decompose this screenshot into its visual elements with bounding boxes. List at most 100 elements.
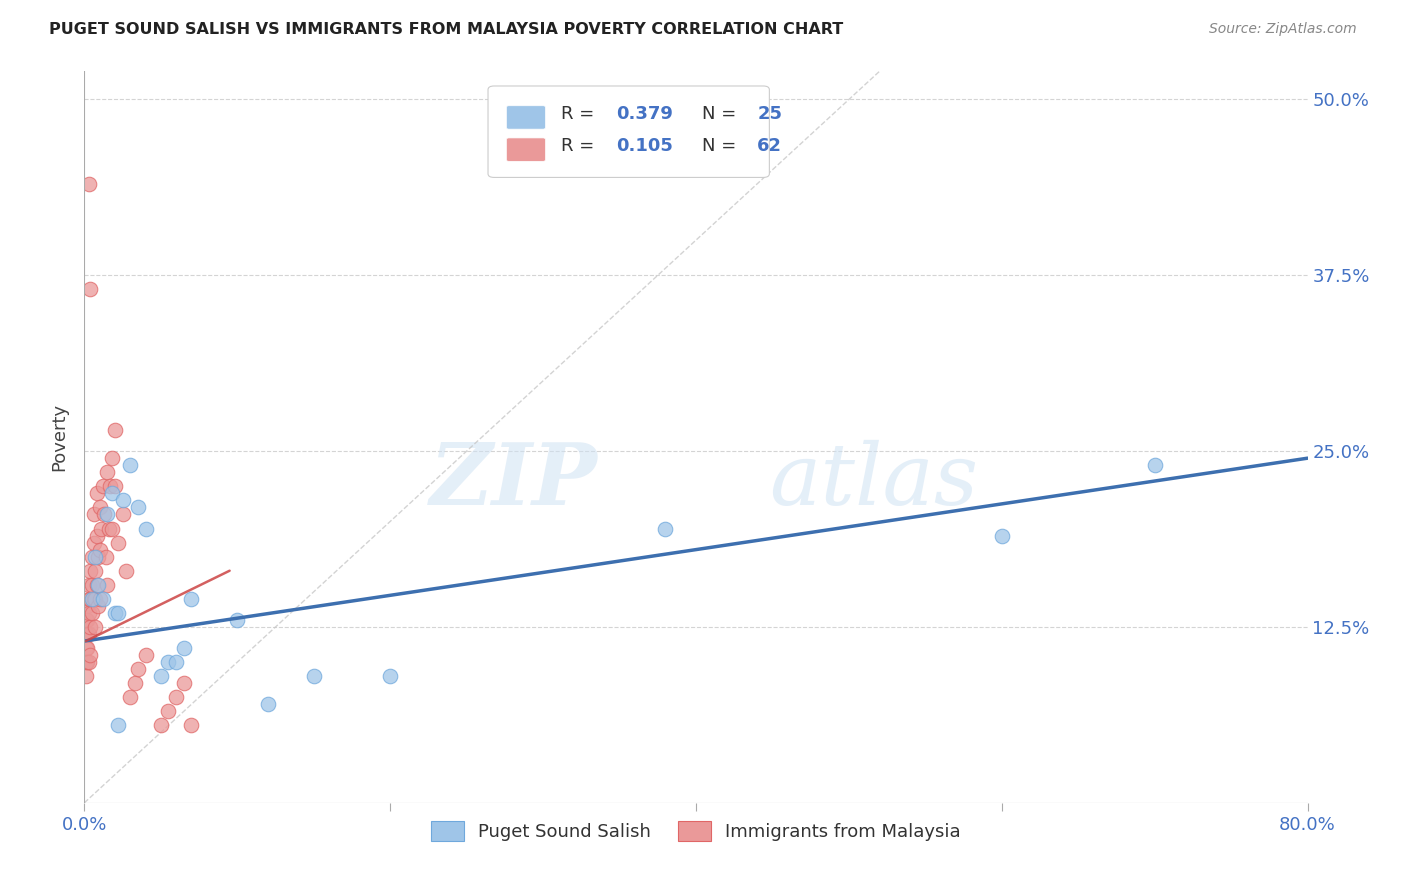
Point xyxy=(120,458,142,473)
Point xyxy=(77,578,100,592)
Point xyxy=(86,486,108,500)
Point xyxy=(91,591,114,606)
Text: 0.105: 0.105 xyxy=(616,137,673,155)
Text: R =: R = xyxy=(561,137,600,155)
Point xyxy=(107,535,129,549)
Point xyxy=(79,564,101,578)
Point xyxy=(94,549,117,564)
Point xyxy=(380,669,402,683)
Point xyxy=(101,486,124,500)
Point xyxy=(80,606,103,620)
FancyBboxPatch shape xyxy=(506,106,546,129)
Point xyxy=(96,465,118,479)
FancyBboxPatch shape xyxy=(506,138,546,161)
Point xyxy=(77,591,100,606)
Point xyxy=(86,528,108,542)
Point xyxy=(101,521,124,535)
Point xyxy=(114,564,136,578)
Point xyxy=(79,620,101,634)
Point xyxy=(75,627,97,641)
Point xyxy=(79,282,101,296)
Point xyxy=(157,705,180,719)
Text: ZIP: ZIP xyxy=(430,439,598,523)
Point xyxy=(76,613,98,627)
Point xyxy=(135,521,157,535)
Text: PUGET SOUND SALISH VS IMMIGRANTS FROM MALAYSIA POVERTY CORRELATION CHART: PUGET SOUND SALISH VS IMMIGRANTS FROM MA… xyxy=(49,22,844,37)
Point xyxy=(104,606,127,620)
Point xyxy=(75,655,97,669)
Point xyxy=(76,655,98,669)
Point xyxy=(157,655,180,669)
Point xyxy=(80,578,103,592)
Point xyxy=(79,591,101,606)
Point xyxy=(89,500,111,515)
Point xyxy=(77,606,100,620)
Text: Source: ZipAtlas.com: Source: ZipAtlas.com xyxy=(1209,22,1357,37)
Point xyxy=(149,718,172,732)
Point xyxy=(80,591,103,606)
Text: 0.379: 0.379 xyxy=(616,104,673,123)
Point xyxy=(87,578,110,592)
Text: N =: N = xyxy=(702,137,742,155)
Point xyxy=(97,521,120,535)
Point xyxy=(84,549,107,564)
Text: atlas: atlas xyxy=(769,440,979,523)
Point xyxy=(302,669,325,683)
Point xyxy=(77,655,100,669)
Point xyxy=(1143,458,1166,473)
Point xyxy=(111,508,134,522)
Text: 62: 62 xyxy=(758,137,782,155)
Point xyxy=(180,591,202,606)
Point xyxy=(75,669,97,683)
Point xyxy=(127,500,149,515)
Point xyxy=(226,613,249,627)
Point xyxy=(107,718,129,732)
Point xyxy=(79,648,101,662)
Point xyxy=(127,662,149,676)
Point xyxy=(93,508,115,522)
Point xyxy=(120,690,142,705)
FancyBboxPatch shape xyxy=(488,86,769,178)
Text: R =: R = xyxy=(561,104,600,123)
Point xyxy=(77,627,100,641)
Point xyxy=(98,479,121,493)
Point xyxy=(96,508,118,522)
Point xyxy=(83,591,105,606)
Point xyxy=(75,641,97,656)
Point xyxy=(180,718,202,732)
Point xyxy=(173,676,195,690)
Text: 25: 25 xyxy=(758,104,782,123)
Point xyxy=(84,591,107,606)
Point xyxy=(165,655,187,669)
Point xyxy=(96,578,118,592)
Point xyxy=(87,549,110,564)
Point xyxy=(104,479,127,493)
Point xyxy=(83,535,105,549)
Point xyxy=(77,177,100,191)
Point xyxy=(76,599,98,613)
Point xyxy=(124,676,146,690)
Point xyxy=(76,627,98,641)
Y-axis label: Poverty: Poverty xyxy=(51,403,69,471)
Point xyxy=(101,451,124,466)
Point xyxy=(89,591,111,606)
Point xyxy=(86,578,108,592)
Point xyxy=(104,423,127,437)
Point xyxy=(654,521,676,535)
Point xyxy=(89,542,111,557)
Point xyxy=(165,690,187,705)
Point xyxy=(149,669,172,683)
Point xyxy=(107,606,129,620)
Point xyxy=(83,508,105,522)
Legend: Puget Sound Salish, Immigrants from Malaysia: Puget Sound Salish, Immigrants from Mala… xyxy=(425,814,967,848)
Point xyxy=(111,493,134,508)
Point xyxy=(75,613,97,627)
Point xyxy=(991,528,1014,542)
Point xyxy=(257,698,280,712)
Text: N =: N = xyxy=(702,104,742,123)
Point xyxy=(76,641,98,656)
Point xyxy=(91,479,114,493)
Point xyxy=(84,564,107,578)
Point xyxy=(87,599,110,613)
Point xyxy=(84,620,107,634)
